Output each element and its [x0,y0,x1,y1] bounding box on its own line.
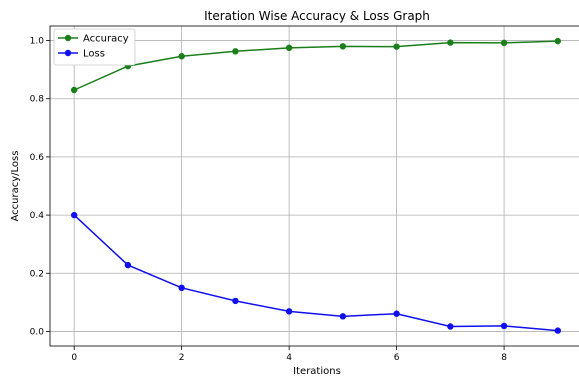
plot-area-frame [49,25,579,347]
accuracy-point [500,39,508,47]
y-axis-label: Accuracy/Loss [10,151,21,222]
x-tick-label: 4 [286,353,292,363]
loss-point [554,327,562,334]
legend-marker-loss [64,49,72,57]
legend-label-loss: Loss [83,49,105,60]
accuracy-line [73,40,558,91]
x-tick-label: 2 [179,353,185,363]
y-tick-label: 0.8 [30,95,45,105]
series-layer [70,37,562,334]
ticks: 0 2 4 6 8 0.0 0.2 0.4 0.6 0.8 1.0 [30,37,508,363]
x-axis-label: Iterations [293,366,341,376]
accuracy-point [178,53,185,60]
chart-title: Iteration Wise Accuracy & Loss Graph [204,9,430,23]
accuracy-point [447,39,454,46]
loss-line [73,214,558,332]
loss-series [70,211,562,334]
x-tick-label: 6 [394,353,400,363]
y-tick-label: 1.0 [30,37,45,47]
loss-point [447,323,454,330]
legend-entry-accuracy: Accuracy [58,34,129,45]
x-tick-label: 0 [71,353,77,363]
loss-point [393,310,400,317]
legend-label-accuracy: Accuracy [83,34,129,45]
y-tick-label: 0.0 [30,327,45,337]
legend-entry-loss: Loss [58,49,105,60]
loss-point [339,313,347,320]
accuracy-point [554,37,562,45]
grid [50,26,579,346]
loss-point [285,308,293,315]
loss-point [500,322,508,330]
accuracy-point [232,48,239,55]
x-tick-label: 8 [501,353,507,363]
accuracy-point [70,86,78,94]
accuracy-point [339,43,347,50]
legend: Accuracy Loss [53,28,136,66]
accuracy-point [285,44,293,52]
loss-point [70,211,78,219]
loss-point [178,284,185,292]
accuracy-point [393,43,400,50]
y-tick-label: 0.2 [30,269,44,279]
y-tick-label: 0.6 [30,153,45,163]
loss-point [232,297,239,305]
y-tick-label: 0.4 [30,211,45,221]
loss-point [124,261,132,269]
legend-marker-accuracy [64,34,72,42]
